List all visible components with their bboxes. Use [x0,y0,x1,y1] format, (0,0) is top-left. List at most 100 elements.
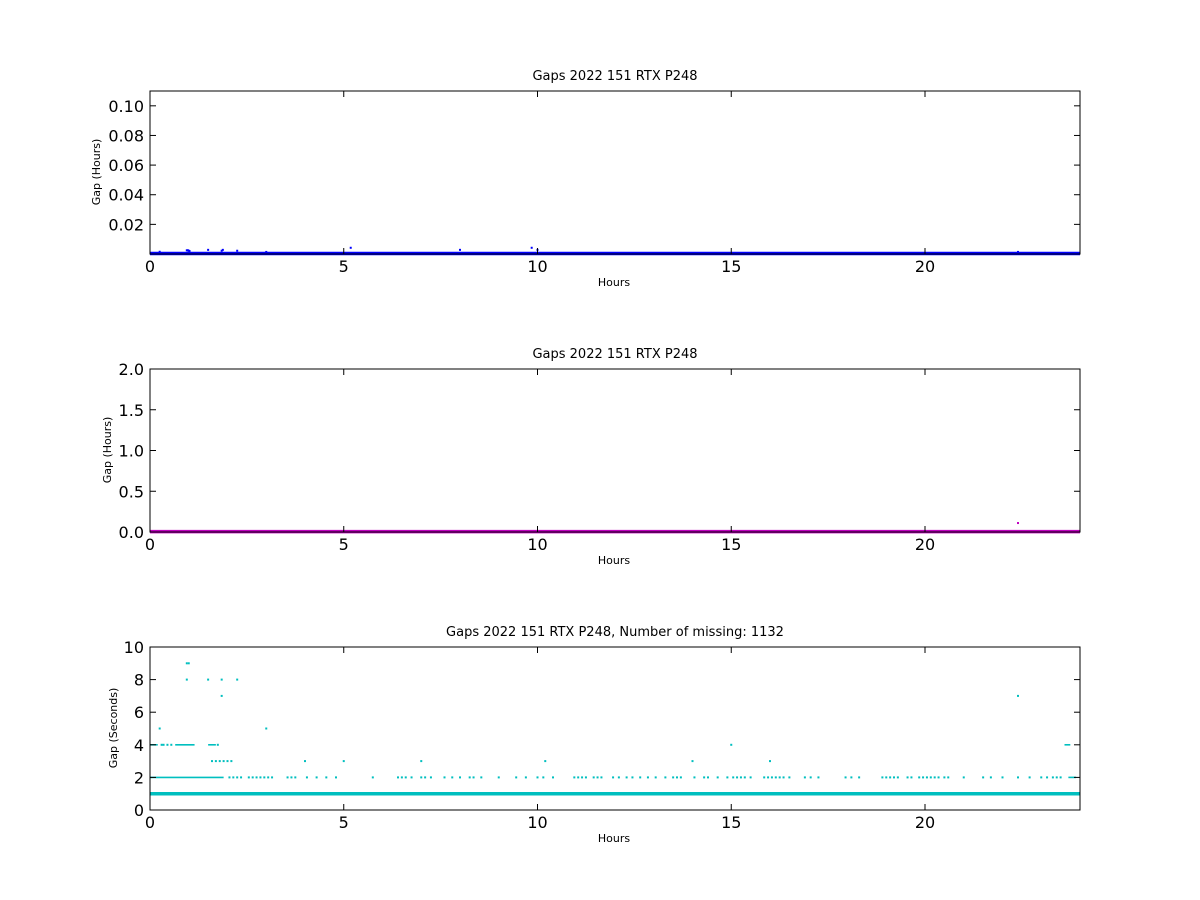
data-point [207,678,210,681]
data-point [732,776,735,779]
data-point [240,776,243,779]
data-point [906,776,909,779]
data-point [552,776,554,779]
data-point [654,776,657,779]
data-point [767,776,770,779]
data-point [443,776,446,779]
data-point [893,776,895,779]
data-point [429,776,432,779]
data-point [315,776,318,779]
data-point [255,776,258,779]
data-point [1040,776,1043,779]
data-point [584,776,587,779]
data-point [672,776,675,779]
data-point [922,776,925,779]
data-point [222,760,225,763]
x-tick-label: 10 [527,813,547,832]
chart-middle-gap-hours: Gaps 2022 151 RTX P248 Gap (Hours) Hours… [101,347,1081,567]
data-point [770,776,773,779]
x-tick-label: 0 [145,257,155,276]
data-point [335,776,337,779]
x-tick-label: 20 [915,535,935,554]
data-point [397,776,399,779]
data-point [214,760,217,763]
x-tick-label: 5 [339,813,349,832]
data-point [1017,250,1019,253]
data-point [263,776,266,779]
data-point [716,776,719,779]
data-point [400,776,403,779]
data-point [910,776,913,779]
data-point [160,743,163,746]
data-point [371,776,374,779]
x-axis-label: Hours [598,832,630,845]
data-point [885,776,888,779]
data-point [600,776,603,779]
y-tick-label: 0.06 [108,156,144,175]
data-point [515,776,518,779]
data-point [929,776,932,779]
data-point [162,743,165,746]
data-point [304,760,306,763]
x-tick-label: 20 [915,813,935,832]
data-point [216,743,219,746]
data-point [858,776,861,779]
data-point [592,776,595,779]
data-point [788,776,791,779]
data-point [612,776,615,779]
data-point [749,776,752,779]
data-point [188,250,191,253]
data-point [259,776,262,779]
data-point [420,760,423,763]
y-tick-label: 1.0 [119,442,144,461]
x-tick-label: 10 [527,257,547,276]
data-point [730,743,733,746]
data-point [1028,776,1031,779]
data-point [596,776,599,779]
data-point [290,776,293,779]
chart-title: Gaps 2022 151 RTX P248, Number of missin… [446,625,784,640]
y-axis-label: Gap (Seconds) [107,688,120,769]
data-point [693,776,696,779]
data-point [763,776,766,779]
data-point [691,760,694,763]
data-point [524,776,527,779]
data-point [230,760,233,763]
data-point [881,776,884,779]
plot-area: 0 5 10 15 20 0 2 4 6 8 10 [124,638,1081,832]
data-point [581,776,584,779]
data-point [497,776,500,779]
data-point [265,250,268,253]
y-axis-label: Gap (Hours) [90,139,103,206]
x-tick-label: 0 [145,813,155,832]
data-point [349,246,352,249]
data-point [739,776,742,779]
x-axis-label: Hours [598,554,630,567]
data-point [228,776,231,779]
data-point [232,776,235,779]
data-point [933,776,936,779]
chart-title: Gaps 2022 151 RTX P248 [532,347,697,362]
data-point [218,760,221,763]
data-point [451,776,454,779]
data-point [221,248,224,251]
data-point [424,776,427,779]
data-point [577,776,580,779]
data-point [286,776,289,779]
data-point [472,776,475,779]
data-point [918,776,921,779]
data-point [707,776,709,779]
data-point [1001,776,1004,779]
data-point [1059,776,1062,779]
y-tick-label: 0.02 [108,215,144,234]
y-tick-label: 0.08 [108,126,144,145]
y-tick-label: 1.5 [119,401,144,420]
data-point [294,776,297,779]
x-tick-label: 0 [145,535,155,554]
data-point [530,246,533,249]
data-point [1017,522,1019,525]
data-point [158,250,161,253]
x-tick-label: 15 [721,257,741,276]
data-point [1055,776,1058,779]
